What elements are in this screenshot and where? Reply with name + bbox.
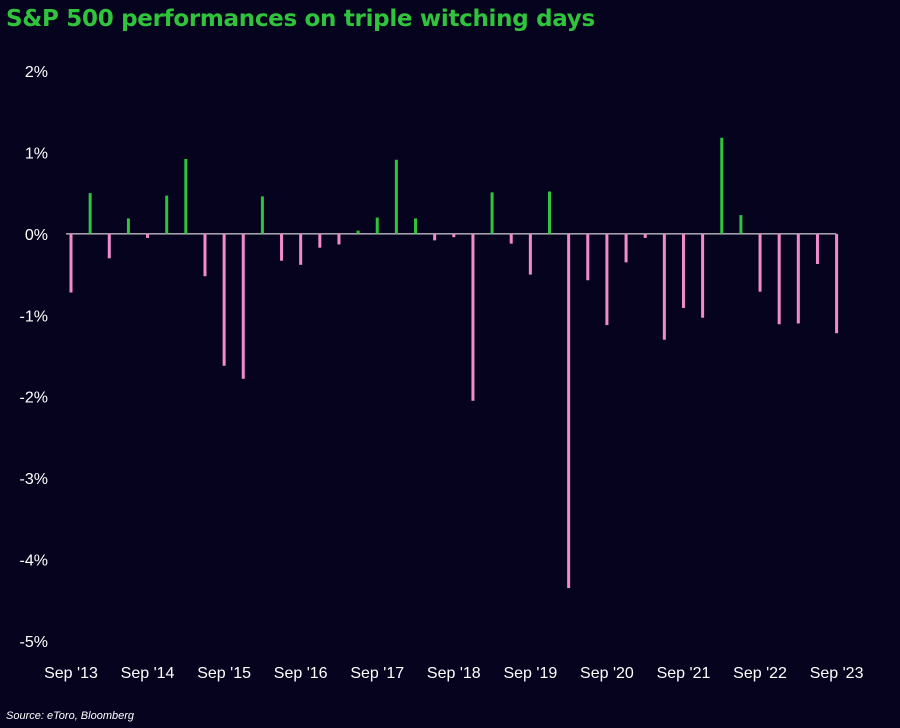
bar	[126, 218, 130, 234]
bar	[777, 233, 781, 325]
bar	[107, 233, 111, 259]
y-tick-label: 0%	[25, 227, 48, 244]
y-tick-label: -4%	[20, 553, 48, 570]
bar	[758, 233, 762, 292]
bar	[299, 233, 303, 265]
bar	[720, 137, 724, 234]
bar	[835, 233, 839, 334]
source-note: Source: eToro, Bloomberg	[6, 710, 134, 722]
x-tick-label: Sep '16	[274, 665, 328, 682]
y-tick-label: 2%	[25, 64, 48, 81]
x-tick-label: Sep '15	[197, 665, 251, 682]
bar	[471, 233, 475, 401]
bar	[662, 233, 666, 340]
bar	[528, 233, 532, 275]
bar	[375, 217, 379, 234]
bar	[796, 233, 800, 324]
bar	[88, 193, 92, 234]
bar	[739, 215, 743, 234]
bar	[567, 233, 571, 589]
bar	[815, 233, 819, 264]
y-axis: 2% 1% 0% -1% -2% -3% -4% -5%	[20, 64, 836, 651]
bar	[184, 158, 188, 234]
y-tick-label: -1%	[20, 308, 48, 325]
x-tick-label: Sep '20	[580, 665, 634, 682]
bar	[280, 233, 284, 261]
bar	[586, 233, 590, 281]
chart-title: S&P 500 performances on triple witching …	[6, 6, 595, 32]
bar	[681, 233, 685, 308]
bar	[509, 233, 513, 244]
x-tick-label: Sep '18	[427, 665, 481, 682]
bar	[490, 192, 494, 234]
x-tick-label: Sep '19	[503, 665, 557, 682]
bar	[433, 233, 437, 241]
bar	[337, 233, 341, 245]
bar	[548, 191, 551, 234]
x-tick-label: Sep '22	[733, 665, 787, 682]
bars	[69, 137, 839, 589]
y-tick-label: -3%	[20, 471, 48, 488]
y-tick-label: 1%	[25, 145, 48, 162]
bar	[222, 233, 226, 366]
bar	[203, 233, 207, 277]
y-tick-label: -5%	[20, 634, 48, 651]
bar	[69, 233, 73, 293]
x-tick-label: Sep '13	[44, 665, 98, 682]
bar	[624, 233, 628, 263]
bar	[165, 195, 169, 234]
bar	[356, 230, 360, 234]
x-tick-label: Sep '23	[810, 665, 864, 682]
x-tick-label: Sep '14	[121, 665, 175, 682]
bar	[318, 233, 322, 248]
bar	[146, 233, 150, 238]
bar	[414, 218, 418, 234]
bar	[452, 233, 456, 238]
bar	[394, 159, 398, 234]
bar	[701, 233, 705, 318]
x-tick-label: Sep '17	[350, 665, 404, 682]
x-tick-label: Sep '21	[657, 665, 711, 682]
bar	[643, 233, 647, 238]
bar	[260, 196, 264, 234]
bar	[605, 233, 609, 326]
y-tick-label: -2%	[20, 390, 48, 407]
x-axis: Sep '13 Sep '14 Sep '15 Sep '16 Sep '17 Sep '…	[44, 665, 863, 682]
bar	[241, 233, 245, 379]
